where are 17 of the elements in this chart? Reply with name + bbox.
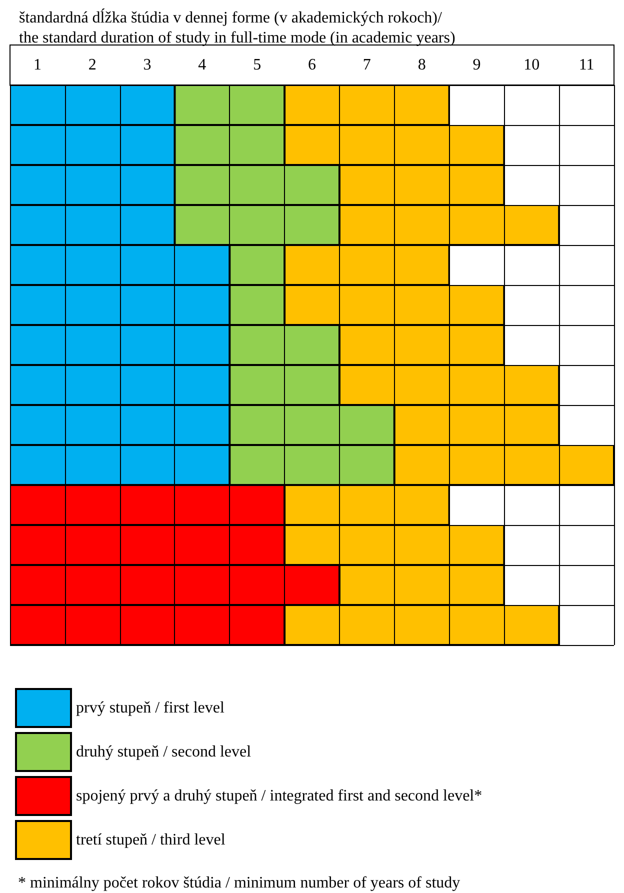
x-tick-label: 2	[88, 56, 96, 74]
x-tick-label: 11	[578, 56, 594, 74]
legend-label: spojený prvý a druhý stupeň / integrated first and second level*	[76, 788, 482, 804]
x-tick-label: 4	[198, 56, 206, 74]
legend-label: prvý stupeň / first level	[76, 700, 225, 716]
x-tick-label: 8	[418, 56, 426, 74]
chart-title: štandardná dĺžka štúdia v dennej forme (v akademických rokoch)/ the standard duration of study in full-time mode (in academic years)	[19, 8, 456, 46]
x-tick-label: 3	[143, 56, 152, 74]
text: * minimálny počet rokov štúdia / minimum number of years of study	[18, 874, 460, 892]
x-tick-label: 5	[253, 56, 262, 74]
x-tick-label: 9	[472, 56, 481, 74]
x-tick-label: 10	[524, 56, 540, 74]
x-tick-label: 6	[308, 56, 316, 74]
x-tick-label: 7	[362, 56, 371, 74]
x-tick-label: 1	[33, 56, 42, 74]
legend-label: tretí stupeň / third level	[76, 832, 226, 848]
legend-label: druhý stupeň / second level	[76, 744, 252, 760]
